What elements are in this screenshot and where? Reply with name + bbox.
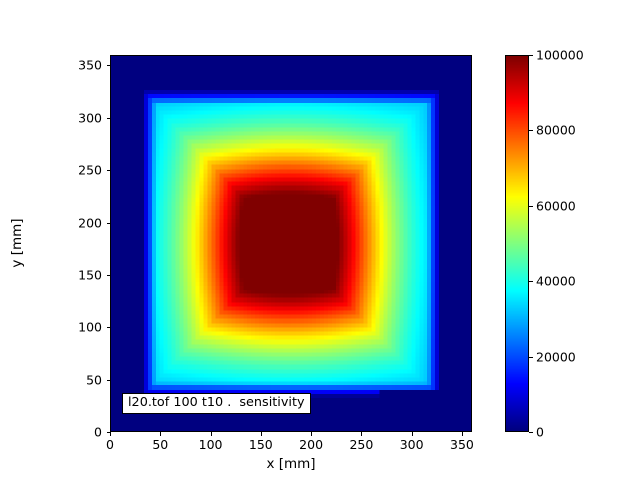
y-tick-mark [106,222,110,224]
y-axis-label: y [mm] [9,218,25,268]
y-tick-label: 50 [86,372,102,388]
x-tick-label: 250 [349,437,374,452]
y-tick-mark [106,65,110,67]
annotation-label: l20.tof 100 t10 . sensitivity [122,393,311,415]
colorbar-tick-mark [529,130,533,132]
x-tick-mark [160,432,162,436]
x-tick-mark [260,432,262,436]
colorbar-tick-label: 60000 [536,198,576,214]
colorbar-tick-label: 100000 [536,47,584,63]
x-tick-mark [361,432,363,436]
y-tick-mark [106,379,110,381]
colorbar-tick-label: 20000 [536,349,576,365]
y-tick-label: 0 [94,424,102,440]
heatmap-image [111,56,471,431]
colorbar-tick-mark [529,55,533,56]
y-tick-label: 300 [78,110,102,126]
y-tick-label: 200 [78,215,102,231]
x-tick-mark [210,432,212,436]
y-tick-mark [106,117,110,119]
colorbar-tick-mark [529,432,533,433]
x-tick-label: 0 [106,437,114,452]
colorbar[interactable] [505,55,529,432]
colorbar-gradient [506,56,528,431]
x-tick-label: 50 [152,437,169,452]
y-tick-label: 250 [78,162,102,178]
colorbar-tick-label: 40000 [536,273,576,289]
x-axis-label: x [mm] [266,456,316,472]
y-tick-mark [106,327,110,329]
x-tick-label: 200 [299,437,324,452]
y-tick-mark [106,170,110,172]
colorbar-tick-label: 80000 [536,122,576,138]
heatmap-axes[interactable] [110,55,472,432]
y-tick-label: 350 [78,57,102,73]
x-tick-mark [411,432,413,436]
colorbar-tick-mark [529,356,533,358]
x-tick-label: 100 [198,437,223,452]
y-tick-label: 150 [78,267,102,283]
colorbar-tick-mark [529,281,533,283]
x-tick-mark [311,432,313,436]
y-tick-mark [106,274,110,276]
x-tick-label: 300 [399,437,424,452]
colorbar-tick-mark [529,205,533,207]
colorbar-tick-label: 0 [536,424,544,440]
y-tick-label: 100 [78,319,102,335]
x-tick-label: 150 [248,437,273,452]
x-tick-mark [110,432,111,436]
x-tick-label: 350 [450,437,474,452]
x-tick-mark [461,432,463,436]
y-tick-mark [106,432,110,433]
